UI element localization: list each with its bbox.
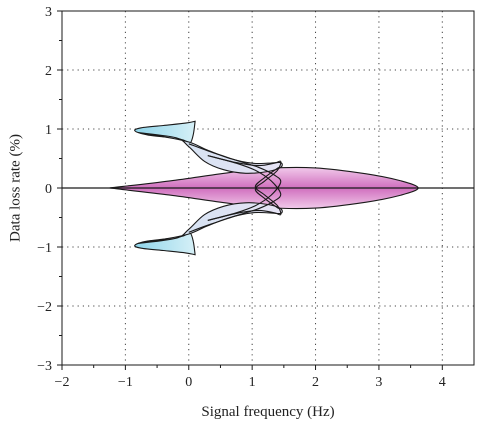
upper-lavender-band (138, 131, 283, 174)
plot-curves (188, 143, 282, 233)
lower-lavender-band (138, 202, 283, 245)
y-tick-label: 3 (45, 5, 52, 20)
y-tick-label: 2 (45, 64, 52, 79)
y-tick-label: 1 (45, 123, 52, 138)
y-axis-label: Data loss rate (%) (7, 134, 23, 242)
lower-cyan-lobe (134, 232, 196, 256)
y-tick-label: −2 (37, 300, 52, 315)
x-tick-label: 4 (439, 375, 446, 390)
x-tick-label: 2 (312, 375, 319, 390)
x-tick-label: 3 (375, 375, 382, 390)
lower-outline-b (207, 166, 282, 221)
y-tick-label: −1 (37, 241, 52, 256)
x-tick-label: 0 (185, 375, 192, 390)
upper-cyan-lobe (134, 120, 196, 144)
y-tick-label: −3 (37, 359, 52, 374)
x-tick-label: 1 (249, 375, 256, 390)
x-axis-label: Signal frequency (Hz) (201, 404, 334, 420)
upper-outline-b (207, 155, 282, 210)
y-tick-label: 0 (45, 182, 52, 197)
lower-outline-a (188, 155, 282, 233)
upper-outline-a (188, 143, 282, 221)
x-tick-label: −1 (118, 375, 133, 390)
x-tick-label: −2 (55, 375, 70, 390)
